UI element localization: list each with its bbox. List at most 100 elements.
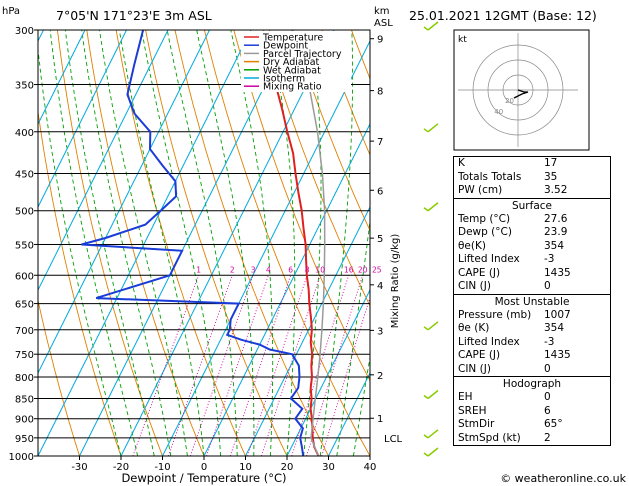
table-row: Dewp (°C) 23.9 [454,226,610,240]
most-unstable-title: Most Unstable [494,295,570,308]
row-key: K [458,157,465,169]
pressure-tick-label: 950 [15,434,34,445]
wind-barb [427,202,439,212]
height-tick-label: 8 [377,87,383,98]
isotherm-line [162,39,370,456]
row-value: 27.6 [544,212,568,225]
wet-adiabat-line [118,30,205,456]
pressure-tick-label: 350 [15,81,34,92]
mixing-ratio-axis-label: Mixing Ratio (g/kg) [390,234,401,329]
mixing-ratio-labels: 1 2 3 4 6 8 10 16 20 25 [196,265,381,274]
location-label: 7°05'N 171°23'E 3m ASL [56,8,212,23]
wind-barb [427,429,439,439]
hodograph-rows: EH 0 SREH 6 StmDir 65° StmSpd (kt) 2 [454,391,610,445]
pressure-axis: 300 350 400 450 500 550 600 650 700 750 800 850 900 9… [9,26,38,463]
pressure-tick-label: 850 [15,394,34,405]
temperature-tick-label: 10 [239,462,252,473]
pressure-tick-label: 1000 [9,452,34,463]
row-value: 65° [544,418,563,430]
row-value: 6 [544,404,551,417]
surface-section: Surface Temp (°C) 27.6 Dewp (°C) 23.9 θe(K) 3… [454,197,610,294]
table-row: CAPE (J) 1435 [454,267,610,281]
hpa-label: hPa [2,6,20,17]
mixing-ratio-label: 8 [305,265,310,274]
dry-adiabat-line [145,30,288,456]
row-key: Pressure (mb) [458,308,532,321]
temperature-tick-label: 30 [322,462,335,473]
isotherm-line [328,371,370,456]
isotherm-line [0,30,2,456]
wet-adiabat-line [230,30,274,456]
isotherm-line [38,30,86,126]
legend-item: Mixing Ratio [263,82,322,93]
mixing-ratio-label: 25 [372,265,382,274]
mixing-ratio-label: 10 [315,265,325,274]
isotherms [0,30,370,456]
isotherm-line [286,288,370,456]
wet-adiabat-line [196,30,255,456]
mixing-ratio-label: 3 [251,265,256,274]
height-tick-label: 5 [377,234,383,245]
pressure-tick-label: 750 [15,350,34,361]
isotherm-line [79,30,293,456]
temperature-tick-label: 20 [281,462,294,473]
table-row: StmSpd (kt) 2 [454,432,610,446]
row-key: StmSpd (kt) [458,431,521,444]
isotherm-line [245,205,370,456]
hodograph-section: Hodograph EH 0 SREH 6 StmDir 65° StmSpd (kt) 2 [454,376,610,445]
sounding-series [81,30,326,456]
table-row: Lifted Index -3 [454,253,610,267]
row-key: CIN (J) [458,280,491,292]
wet-adiabat-line [64,30,155,456]
temperature-line [274,84,320,456]
height-tick-label: 4 [377,281,383,292]
row-value: 1435 [544,349,571,361]
km-label: km [374,6,390,17]
mixing-ratio-line [306,275,364,456]
row-key: Totals Totals [458,170,522,183]
indices-rows: K 17 Totals Totals 35 PW (cm) 3.52 [454,157,610,198]
wind-barb-flag [423,207,429,212]
wind-barb-flag [423,128,429,133]
row-value: 1007 [544,308,571,321]
height-tick-label: 6 [377,186,383,197]
hodograph-ring-label: 20 [505,97,514,105]
wet-adiabat-line [38,45,122,456]
mixing-ratio-line [261,275,321,456]
mixing-ratio-label: 20 [358,265,368,274]
row-value: 2 [544,431,551,444]
wet-adiabat-line [303,30,322,456]
wet-adiabat-line [319,30,354,456]
wind-barb [427,321,439,331]
isotherm-line [203,122,370,456]
isotherm-line [38,30,169,292]
dry-adiabat-line [292,30,370,232]
legend-item: Isotherm [263,74,305,85]
dry-adiabat-line [38,298,80,456]
legend-item: Dry Adiabat [263,57,320,68]
height-tick-label: 3 [377,326,383,337]
row-key: PW (cm) [458,184,503,196]
wet-adiabat-line [269,30,296,456]
lcl-label: LCL [384,434,403,445]
row-key: StmDir [458,418,495,430]
isotherm-line [120,30,335,456]
legend-item: Temperature [262,33,323,44]
wind-barb-flag [423,452,429,457]
row-key: Temp (°C) [458,212,511,225]
mixing-ratio-line [291,275,350,456]
table-row: SREH 6 [454,405,610,419]
hodograph-ring-label: 40 [494,108,503,116]
row-value: 1435 [544,266,571,279]
height-tick-label: 2 [377,371,383,382]
row-key: EH [458,391,473,403]
wind-barb-flag [423,394,429,400]
parcel-trajectory-line [308,84,326,456]
table-row: Totals Totals 35 [454,171,610,185]
row-key: CAPE (J) [458,266,501,279]
wind-barb-flag [423,326,429,331]
row-value: 23.9 [544,226,568,238]
pressure-tick-label: 550 [15,240,34,251]
